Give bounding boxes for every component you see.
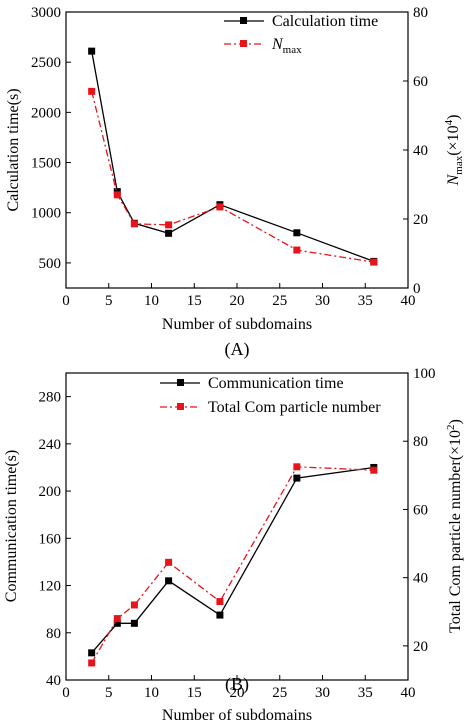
- y-right-tick-label-a-2: 40: [413, 143, 428, 159]
- y-axis-right-b: 20 40 60 80 100: [403, 366, 436, 655]
- data-point-b-0-3: [165, 577, 173, 585]
- y-left-tick-label-a-4: 2500: [31, 55, 61, 71]
- y-left-tick-label-b-2: 120: [39, 579, 62, 595]
- data-point-b-1-0: [88, 659, 96, 667]
- plot-frame-a: [65, 11, 409, 289]
- data-point-a-0-5: [293, 229, 301, 237]
- y-right-tick-label-b-4: 100: [413, 366, 436, 382]
- x-tick-label-b-6: 30: [315, 685, 330, 701]
- plot-frame-b: [65, 372, 409, 681]
- legend-a: Calculation time Nmax: [224, 13, 378, 56]
- x-tick-label-b-4: 20: [230, 685, 245, 701]
- y-axis-right-title-a: Nmax(×104): [443, 115, 465, 187]
- legend-b-marker-2: [177, 403, 184, 410]
- panel-label-b: (B): [225, 674, 249, 695]
- legend-a-label-2: Nmax: [271, 36, 302, 56]
- x-tick-label-a-7: 35: [358, 293, 373, 309]
- data-point-a-0-0: [88, 47, 96, 55]
- data-point-a-0-3: [165, 229, 173, 237]
- data-point-b-0-1: [113, 619, 121, 627]
- x-tick-label-a-2: 10: [144, 293, 159, 309]
- legend-b-marker-1: [177, 379, 184, 386]
- legend-a-marker-1: [240, 17, 247, 24]
- y-left-tick-label-b-5: 240: [39, 437, 62, 453]
- series-group-a: [88, 47, 378, 266]
- y-axis-left-a: 500 1000 1500 2000 2500 3000: [31, 5, 71, 272]
- data-point-b-1-6: [370, 466, 378, 474]
- data-point-b-0-5: [293, 474, 301, 482]
- x-axis-title-b: Number of subdomains: [162, 707, 312, 724]
- panel-label-a: (A): [225, 339, 250, 360]
- data-point-a-1-4: [216, 203, 224, 211]
- x-tick-label-a-5: 25: [272, 293, 287, 309]
- data-point-a-1-2: [130, 220, 138, 228]
- y-right-tick-label-a-0: 0: [413, 281, 421, 297]
- y-axis-left-title-b: Communication time(s): [3, 450, 20, 602]
- y-right-tick-label-a-4: 80: [413, 5, 428, 21]
- y-axis-left-title-a: Calculation time(s): [5, 88, 22, 211]
- data-point-b-1-3: [165, 558, 173, 566]
- x-tick-label-b-7: 35: [358, 685, 373, 701]
- y-right-tick-label-a-3: 60: [413, 74, 428, 90]
- legend-b-label-2: Total Com particle number: [208, 399, 381, 416]
- data-point-a-1-0: [88, 87, 96, 95]
- legend-a-label-1: Calculation time: [272, 13, 378, 30]
- data-point-b-0-0: [88, 649, 96, 657]
- x-tick-label-b-3: 15: [187, 685, 202, 701]
- x-tick-label-a-1: 5: [105, 293, 113, 309]
- data-point-b-1-1: [113, 615, 121, 623]
- y-left-tick-label-b-1: 80: [46, 626, 61, 642]
- y-right-tick-label-a-1: 20: [413, 212, 428, 228]
- x-tick-label-a-0: 0: [62, 293, 70, 309]
- x-tick-label-b-5: 25: [272, 685, 287, 701]
- x-tick-label-b-2: 10: [144, 685, 159, 701]
- data-point-b-1-2: [130, 601, 138, 609]
- y-left-tick-label-a-3: 2000: [31, 105, 61, 121]
- chart-panel-a: 0 5 10 15 20 25 30 35 40 500 1000 1500 2000 2500 3000…: [5, 5, 465, 360]
- series-line-b-1: [91, 466, 374, 664]
- data-point-b-1-5: [293, 463, 301, 471]
- y-left-tick-label-a-2: 1500: [31, 156, 61, 172]
- x-tick-label-b-0: 0: [62, 685, 70, 701]
- y-right-tick-label-b-1: 40: [413, 571, 428, 587]
- x-tick-label-a-8: 40: [401, 293, 416, 309]
- y-left-tick-label-b-3: 160: [39, 531, 62, 547]
- legend-a-marker-2: [240, 40, 247, 47]
- data-point-b-0-2: [130, 619, 138, 627]
- data-point-a-1-1: [113, 191, 121, 199]
- x-tick-label-a-6: 30: [315, 293, 330, 309]
- y-left-tick-label-a-1: 1000: [31, 206, 61, 222]
- x-axis-title-a: Number of subdomains: [162, 316, 312, 333]
- data-point-a-1-3: [165, 221, 173, 229]
- legend-b: Communication time Total Com particle nu…: [160, 375, 381, 416]
- y-left-tick-label-b-0: 40: [46, 673, 61, 689]
- data-point-b-0-4: [216, 611, 224, 619]
- y-left-tick-label-a-0: 500: [39, 256, 62, 272]
- x-tick-label-b-1: 5: [105, 685, 113, 701]
- y-left-tick-label-a-5: 3000: [31, 5, 61, 21]
- data-point-a-1-5: [293, 246, 301, 254]
- x-tick-label-b-8: 40: [401, 685, 416, 701]
- y-axis-left-b: 40 80 120 160 200 240 280: [39, 390, 71, 689]
- y-right-tick-label-b-3: 80: [413, 434, 428, 450]
- chart-panel-b: 0 5 10 15 20 25 30 35 40 40 80 120 160 200 240 280 20 4…: [3, 366, 464, 724]
- legend-b-label-1: Communication time: [208, 375, 344, 392]
- x-axis-a: 0 5 10 15 20 25 30 35 40: [62, 283, 416, 309]
- data-point-a-1-6: [370, 258, 378, 266]
- y-right-tick-label-b-0: 20: [413, 639, 428, 655]
- data-point-b-1-4: [216, 598, 224, 606]
- series-line-a-0: [91, 50, 375, 263]
- series-line-a-1: [91, 91, 374, 263]
- y-axis-right-title-b: Total Com particle number(×102): [445, 419, 464, 633]
- series-group-b: [88, 463, 378, 667]
- y-right-tick-label-b-2: 60: [413, 502, 428, 518]
- y-axis-right-a: 0 20 40 60 80: [403, 5, 428, 297]
- x-axis-b: 0 5 10 15 20 25 30 35 40: [62, 675, 416, 701]
- x-tick-label-a-4: 20: [230, 293, 245, 309]
- x-tick-label-a-3: 15: [187, 293, 202, 309]
- y-left-tick-label-b-6: 280: [39, 390, 62, 406]
- y-left-tick-label-b-4: 200: [39, 484, 62, 500]
